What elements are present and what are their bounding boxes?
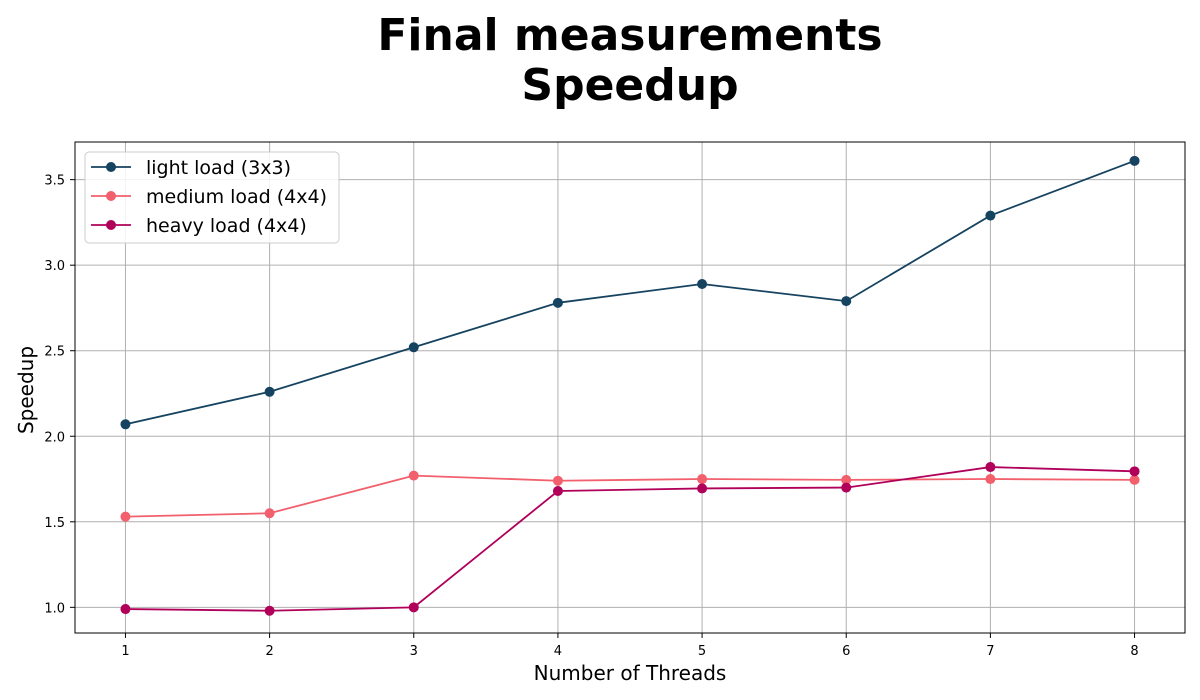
data-point <box>408 342 419 353</box>
legend-box <box>84 151 340 244</box>
legend-label: medium load (4x4) <box>146 186 327 208</box>
data-point <box>264 508 275 519</box>
data-point <box>552 297 563 308</box>
legend-marker <box>106 220 116 230</box>
data-point <box>552 475 563 486</box>
data-point <box>697 474 708 485</box>
series-3 <box>120 462 1140 616</box>
y-axis-label: Speedup <box>14 346 38 434</box>
y-tick-label: 2.0 <box>44 430 65 445</box>
series-2 <box>120 470 1140 522</box>
data-point <box>985 474 996 485</box>
series-line <box>125 474 1135 518</box>
plot-frame <box>74 141 1186 634</box>
legend-label: light load (3x3) <box>146 157 291 179</box>
y-tick-label: 1.5 <box>44 516 65 531</box>
x-tick-label: 6 <box>842 644 850 659</box>
x-tick-label: 7 <box>986 644 994 659</box>
data-point <box>841 474 852 485</box>
legend-entry: heavy load (4x4) <box>91 215 307 237</box>
x-tick-label: 8 <box>1130 644 1138 659</box>
data-point <box>120 511 131 522</box>
data-point <box>1129 155 1140 166</box>
x-tick-label: 2 <box>265 644 273 659</box>
legend-entry: medium load (4x4) <box>91 186 327 208</box>
x-axis-label: Number of Threads <box>534 661 727 685</box>
legend: light load (3x3) medium load (4x4) heavy l… <box>84 151 340 244</box>
x-tick-label: 3 <box>410 644 418 659</box>
data-point <box>841 482 852 493</box>
chart-subtitle: Speedup <box>521 60 738 111</box>
x-axis-ticks: 1 2 3 4 5 6 7 8 <box>121 633 1139 659</box>
data-point <box>264 605 275 616</box>
data-point <box>697 483 708 494</box>
legend-marker <box>106 162 116 172</box>
data-point <box>408 470 419 481</box>
x-tick-label: 1 <box>121 644 129 659</box>
data-point <box>120 604 131 615</box>
data-point <box>1129 474 1140 485</box>
chart-title: Final measurements <box>377 10 882 61</box>
series-line <box>125 159 1135 426</box>
y-tick-label: 3.5 <box>44 174 65 189</box>
data-point <box>985 462 996 473</box>
data-point <box>120 419 131 430</box>
data-point <box>408 602 419 613</box>
x-tick-label: 5 <box>698 644 706 659</box>
y-tick-label: 1.0 <box>44 601 65 616</box>
series-line <box>125 466 1135 612</box>
data-point <box>1129 466 1140 477</box>
data-point <box>264 386 275 397</box>
series-lines <box>120 155 1140 616</box>
series-1 <box>120 155 1140 430</box>
data-point <box>552 486 563 497</box>
data-point <box>985 210 996 221</box>
legend-label: heavy load (4x4) <box>146 215 307 237</box>
grid <box>75 142 1185 633</box>
legend-entry: light load (3x3) <box>91 157 291 179</box>
data-point <box>841 296 852 307</box>
x-tick-label: 4 <box>554 644 562 659</box>
y-tick-label: 3.0 <box>44 259 65 274</box>
legend-marker <box>106 191 116 201</box>
y-tick-label: 2.5 <box>44 345 65 360</box>
y-axis-ticks: 1.0 1.5 2.0 2.5 3.0 3.5 <box>44 174 75 616</box>
data-point <box>697 278 708 289</box>
